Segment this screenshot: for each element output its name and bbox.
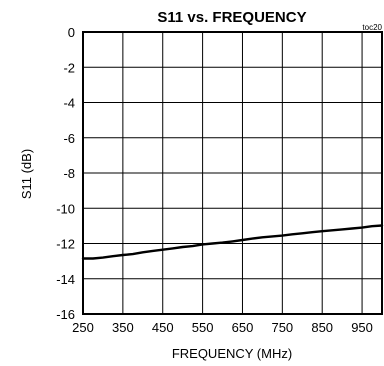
y-tick-label: 0 — [68, 25, 75, 40]
x-axis-label: FREQUENCY (MHz) — [172, 346, 292, 361]
x-tick-label: 450 — [152, 320, 174, 335]
y-tick-label: -6 — [63, 131, 75, 146]
s11-series-line — [81, 224, 384, 260]
x-tick-label: 950 — [351, 320, 373, 335]
y-tick-label: -2 — [63, 60, 75, 75]
y-tick-label: -8 — [63, 166, 75, 181]
x-tick-label: 250 — [72, 320, 94, 335]
chart-title: S11 vs. FREQUENCY — [157, 9, 306, 26]
y-tick-label: -12 — [56, 237, 75, 252]
y-tick-labels: 0 -2 -4 -6 -8 -10 -12 -14 -16 — [56, 25, 75, 322]
y-tick-label: -10 — [56, 201, 75, 216]
x-tick-label: 750 — [271, 320, 293, 335]
y-gridlines — [83, 31, 382, 315]
chart-tag: toc20 — [362, 23, 382, 32]
y-axis-label: S11 (dB) — [19, 149, 34, 199]
y-tick-label: -4 — [63, 96, 75, 111]
x-tick-label: 550 — [192, 320, 214, 335]
y-tick-label: -14 — [56, 272, 75, 287]
x-tick-label: 350 — [112, 320, 134, 335]
x-tick-label: 850 — [311, 320, 333, 335]
x-tick-label: 650 — [232, 320, 254, 335]
plot-frame — [82, 31, 383, 315]
y-tick-label: -16 — [56, 307, 75, 322]
x-tick-labels: 250 350 450 550 650 750 850 950 — [72, 320, 373, 335]
